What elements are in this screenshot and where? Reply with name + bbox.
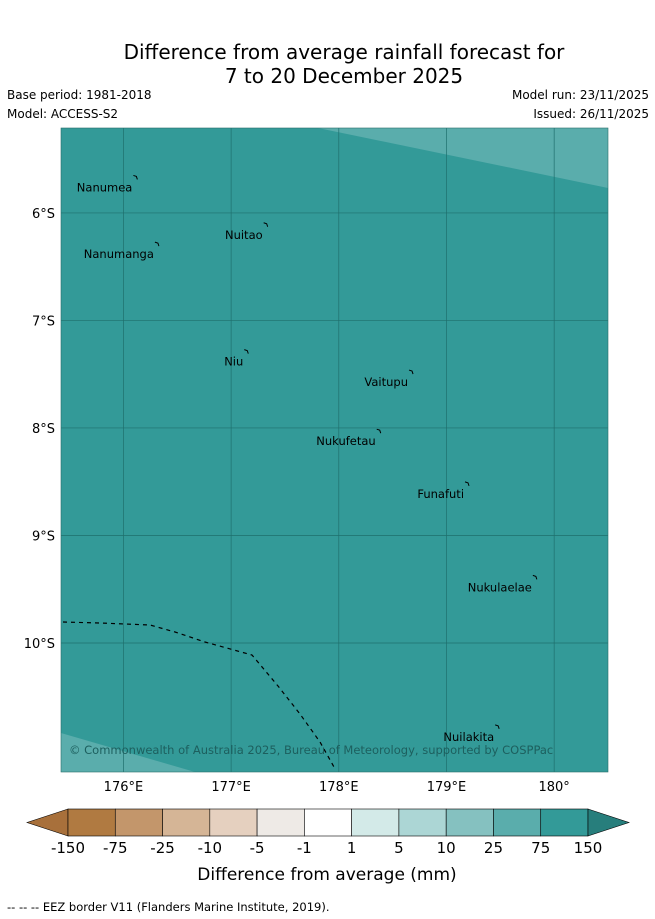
latitude-tick-label: 7°S bbox=[32, 314, 55, 329]
latitude-tick-label: 10°S bbox=[24, 637, 55, 652]
colorbar-segment bbox=[304, 808, 352, 837]
island-label: Niu bbox=[224, 355, 243, 369]
island-shape bbox=[154, 241, 160, 247]
model-run-text: Model run: 23/11/2025 bbox=[511, 88, 649, 102]
island-label: Nuilakita bbox=[443, 730, 494, 744]
longitude-tick-label: 177°E bbox=[211, 780, 251, 795]
island-label: Nukulaelae bbox=[468, 580, 532, 594]
colorbar-segment bbox=[493, 808, 542, 837]
latitude-tick-label: 6°S bbox=[32, 207, 55, 222]
colorbar-segment bbox=[351, 808, 400, 837]
longitude-tick-labels: 176°E 177°E 178°E 179°E 180° bbox=[104, 780, 570, 795]
island-shape bbox=[263, 222, 269, 227]
island-shape bbox=[376, 428, 382, 434]
colorbar-tick-label: -5 bbox=[250, 839, 265, 857]
map-area: Nanumea Nuitao Nanumanga Niu Vaitupu Nukufeta… bbox=[61, 128, 608, 772]
island-shape bbox=[244, 349, 249, 354]
island-shape bbox=[532, 574, 538, 580]
colorbar-segment bbox=[445, 808, 494, 837]
colorbar-segment bbox=[114, 808, 163, 837]
eez-footnote: -- -- -- EEZ border V11 (Flanders Marine… bbox=[7, 900, 330, 914]
island-label: Nanumanga bbox=[84, 247, 154, 261]
colorbar-label: Difference from average (mm) bbox=[197, 865, 456, 885]
island-shape bbox=[464, 481, 470, 487]
colorbar-tick-label: 10 bbox=[437, 839, 456, 857]
colorbar-tick-label: -150 bbox=[51, 839, 85, 857]
island-label: Nuitao bbox=[225, 228, 263, 242]
island-label: Nanumea bbox=[77, 180, 133, 194]
longitude-tick-label: 180° bbox=[538, 780, 569, 795]
island-label: Nukufetau bbox=[316, 434, 375, 448]
graticule bbox=[61, 128, 608, 772]
colorbar-segment bbox=[540, 808, 589, 837]
base-period-text: Base period: 1981-2018 bbox=[7, 88, 152, 102]
colorbar-tick-label: 150 bbox=[574, 839, 603, 857]
colorbar-segment bbox=[162, 808, 211, 837]
latitude-tick-labels: 6°S 7°S 8°S 9°S 10°S bbox=[24, 207, 55, 652]
colorbar-tick-label: -25 bbox=[150, 839, 175, 857]
island-shape bbox=[408, 369, 414, 375]
colorbar-segment bbox=[67, 808, 116, 837]
longitude-tick-label: 176°E bbox=[104, 780, 144, 795]
latitude-tick-label: 8°S bbox=[32, 422, 55, 437]
colorbar-extend-low bbox=[26, 808, 69, 837]
islands-layer: Nanumea Nuitao Nanumanga Niu Vaitupu Nukufeta… bbox=[77, 174, 538, 744]
longitude-tick-label: 178°E bbox=[319, 780, 359, 795]
island-label: Funafuti bbox=[417, 487, 464, 501]
colorbar-segment bbox=[398, 808, 447, 837]
colorbar-extend-high bbox=[587, 808, 630, 837]
colorbar-segment bbox=[256, 808, 305, 837]
colorbar-tick-label: 5 bbox=[394, 839, 404, 857]
longitude-tick-label: 179°E bbox=[427, 780, 467, 795]
map-frame bbox=[60, 127, 609, 773]
colorbar: -150 -75 -25 -10 -5 -1 1 5 10 25 75 150 bbox=[26, 808, 630, 857]
forecast-fill-light-bottom bbox=[61, 733, 195, 772]
map-title: Difference from average rainfall forecas… bbox=[0, 40, 655, 88]
title-line-1: Difference from average rainfall forecas… bbox=[123, 40, 565, 64]
colorbar-tick-label: 75 bbox=[531, 839, 550, 857]
eez-border-line bbox=[62, 621, 335, 768]
island-label: Vaitupu bbox=[364, 375, 408, 389]
colorbar-tick-label: -75 bbox=[103, 839, 128, 857]
colorbar-tick-label: 1 bbox=[347, 839, 357, 857]
forecast-fill-main bbox=[61, 128, 608, 772]
colorbar-segment bbox=[209, 808, 258, 837]
colorbar-tick-label: -10 bbox=[198, 839, 223, 857]
latitude-tick-label: 9°S bbox=[32, 529, 55, 544]
title-line-2: 7 to 20 December 2025 bbox=[224, 64, 464, 88]
colorbar-tick-label: -1 bbox=[297, 839, 312, 857]
issued-text: Issued: 26/11/2025 bbox=[533, 107, 649, 121]
model-text: Model: ACCESS-S2 bbox=[7, 107, 119, 121]
forecast-fill-light-top bbox=[318, 128, 608, 188]
colorbar-tick-label: 25 bbox=[484, 839, 503, 857]
island-shape bbox=[495, 724, 500, 730]
island-shape bbox=[133, 174, 138, 180]
copyright-text: © Commonwealth of Australia 2025, Bureau… bbox=[69, 743, 553, 757]
